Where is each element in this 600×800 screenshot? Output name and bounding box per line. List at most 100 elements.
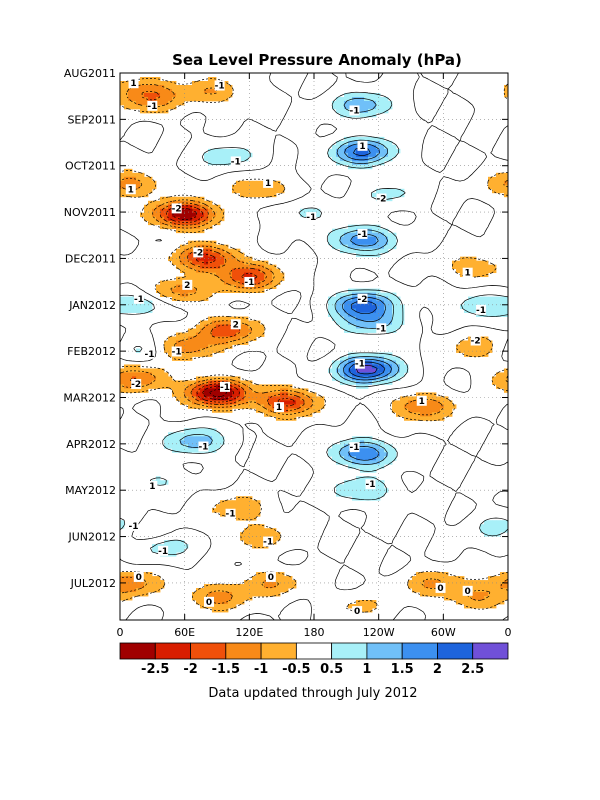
field-cell xyxy=(380,364,385,369)
field-cell xyxy=(120,588,125,593)
field-cell xyxy=(204,584,209,589)
field-cell xyxy=(220,280,225,286)
field-cell xyxy=(244,148,249,154)
field-cell xyxy=(260,288,265,293)
field-cell xyxy=(188,240,193,246)
contour-label-bg xyxy=(220,381,230,392)
field-cell xyxy=(448,404,453,409)
field-cell xyxy=(256,576,261,581)
field-cell xyxy=(392,448,397,453)
field-cell xyxy=(364,240,369,246)
field-cell xyxy=(460,592,465,597)
contour-label-bg xyxy=(182,279,193,290)
field-cell xyxy=(376,232,381,238)
field-cell xyxy=(180,280,185,286)
field-cell xyxy=(120,368,125,373)
field-cell xyxy=(388,300,393,305)
field-cell xyxy=(224,248,229,254)
field-cell xyxy=(224,276,229,282)
field-cell xyxy=(228,320,233,325)
field-cell xyxy=(208,276,213,282)
field-cell xyxy=(200,396,205,401)
field-cell xyxy=(412,412,417,417)
field-cell xyxy=(476,260,481,266)
field-cell xyxy=(212,268,217,274)
field-cell xyxy=(152,368,157,373)
field-cell xyxy=(216,212,221,218)
field-cell xyxy=(496,588,501,593)
field-cell xyxy=(244,396,249,401)
field-cell xyxy=(168,224,173,230)
field-cell xyxy=(392,304,397,309)
field-cell xyxy=(208,440,213,445)
field-cell xyxy=(456,344,461,349)
field-cell xyxy=(184,380,189,385)
field-cell xyxy=(204,292,209,297)
field-cell xyxy=(344,100,349,106)
field-cell xyxy=(232,284,237,289)
field-cell xyxy=(260,184,265,190)
field-cell xyxy=(224,80,229,86)
field-cell xyxy=(144,184,149,190)
field-cell xyxy=(344,444,349,449)
field-cell xyxy=(224,272,229,278)
field-cell xyxy=(204,220,209,226)
field-cell xyxy=(340,112,345,118)
contour-label-bg xyxy=(352,606,363,617)
field-cell xyxy=(180,336,185,341)
field-cell xyxy=(372,140,377,146)
field-cell xyxy=(500,300,505,305)
field-cell xyxy=(252,264,257,270)
field-cell xyxy=(356,224,361,230)
field-cell xyxy=(372,496,377,501)
field-cell xyxy=(220,348,225,353)
field-cell xyxy=(340,104,345,110)
field-cell xyxy=(244,588,249,593)
field-cell xyxy=(176,296,181,301)
field-cell xyxy=(180,432,185,437)
field-cell xyxy=(160,284,165,289)
field-cell xyxy=(368,108,373,114)
x-tick-label: 120W xyxy=(363,626,395,639)
field-cell xyxy=(244,192,249,198)
field-cell xyxy=(216,600,221,605)
field-cell xyxy=(436,416,441,421)
field-cell xyxy=(504,596,509,601)
field-cell xyxy=(340,376,345,381)
field-cell xyxy=(212,260,217,266)
field-cell xyxy=(420,416,425,421)
field-cell xyxy=(484,264,489,270)
field-cell xyxy=(224,88,229,94)
field-cell xyxy=(224,268,229,274)
field-cell xyxy=(364,148,369,154)
field-cell xyxy=(216,324,221,329)
field-cell xyxy=(356,136,361,142)
field-cell xyxy=(156,220,161,226)
field-cell xyxy=(236,152,241,158)
field-cell xyxy=(272,184,277,190)
field-cell xyxy=(212,604,217,609)
field-cell xyxy=(476,584,481,589)
field-cell xyxy=(428,584,433,589)
field-cell xyxy=(376,320,381,325)
field-cell xyxy=(212,436,217,441)
field-cell xyxy=(168,444,173,449)
contour-label: 0 xyxy=(437,584,443,594)
field-cell xyxy=(344,448,349,453)
field-cell xyxy=(176,444,181,449)
field-cell xyxy=(180,332,185,337)
field-cell xyxy=(356,484,361,489)
field-cell xyxy=(460,348,465,353)
field-cell xyxy=(232,276,237,282)
x-tick-label: 0 xyxy=(117,626,124,639)
field-cell xyxy=(268,588,273,593)
field-cell xyxy=(172,440,177,445)
field-cell xyxy=(272,540,277,545)
field-cell xyxy=(448,408,453,413)
field-cell xyxy=(164,384,169,389)
field-cell xyxy=(248,540,253,545)
y-tick-label: JUL2012 xyxy=(70,577,116,590)
field-cell xyxy=(220,320,225,325)
field-cell xyxy=(240,504,245,509)
field-cell xyxy=(380,140,385,146)
